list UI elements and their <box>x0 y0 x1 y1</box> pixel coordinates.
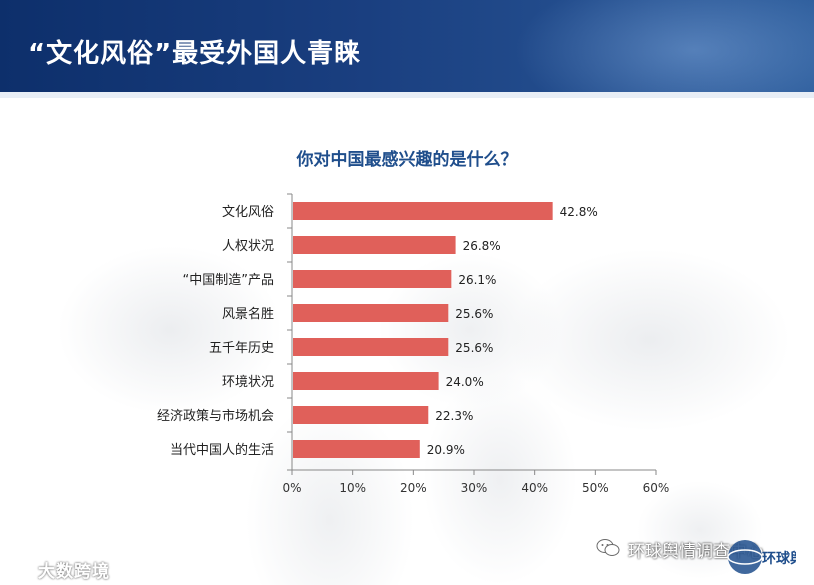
x-tick-label: 60% <box>643 481 670 495</box>
watermark-left: 大数跨境 <box>6 557 110 582</box>
bar <box>293 304 449 322</box>
watermark-left-text: 大数跨境 <box>38 562 110 582</box>
x-tick-label: 10% <box>339 481 366 495</box>
value-label: 26.8% <box>463 239 501 253</box>
x-tick-label: 0% <box>282 481 301 495</box>
header-glow <box>514 0 814 92</box>
category-label: 环境状况 <box>222 375 274 390</box>
bar <box>293 236 456 254</box>
value-label: 25.6% <box>455 341 493 355</box>
x-tick-label: 30% <box>461 481 488 495</box>
chart-title: 你对中国最感兴趣的是什么？ <box>296 150 518 170</box>
x-tick-label: 50% <box>582 481 609 495</box>
bar <box>293 338 449 356</box>
value-label: 22.3% <box>435 409 473 423</box>
category-label: 人权状况 <box>222 238 274 254</box>
value-label: 42.8% <box>560 205 598 219</box>
value-label: 24.0% <box>446 375 484 389</box>
bar <box>293 372 439 390</box>
bar <box>293 440 420 458</box>
value-label: 26.1% <box>458 273 496 287</box>
x-tick-label: 20% <box>400 481 427 495</box>
bar <box>293 202 553 220</box>
value-label: 20.9% <box>427 443 465 457</box>
header-divider <box>0 92 814 98</box>
brand-mark-icon <box>6 565 32 579</box>
bar <box>293 406 429 424</box>
value-label: 25.6% <box>455 307 493 321</box>
category-label: “中国制造”产品 <box>183 273 274 288</box>
wechat-icon <box>596 539 620 556</box>
bar <box>293 270 452 288</box>
header-banner: “文化风俗”最受外国人青睐 <box>0 0 814 92</box>
brand-logo-icon: 环球舆情 <box>727 540 796 574</box>
category-label: 风景名胜 <box>222 306 274 322</box>
category-label: 文化风俗 <box>222 205 274 220</box>
x-tick-label: 40% <box>521 481 548 495</box>
brand-logo-text: 环球舆情 <box>762 550 796 566</box>
category-label: 经济政策与市场机会 <box>157 408 274 424</box>
category-label: 当代中国人的生活 <box>170 442 274 458</box>
page-title: “文化风俗”最受外国人青睐 <box>28 39 362 69</box>
category-label: 五千年历史 <box>209 341 274 356</box>
